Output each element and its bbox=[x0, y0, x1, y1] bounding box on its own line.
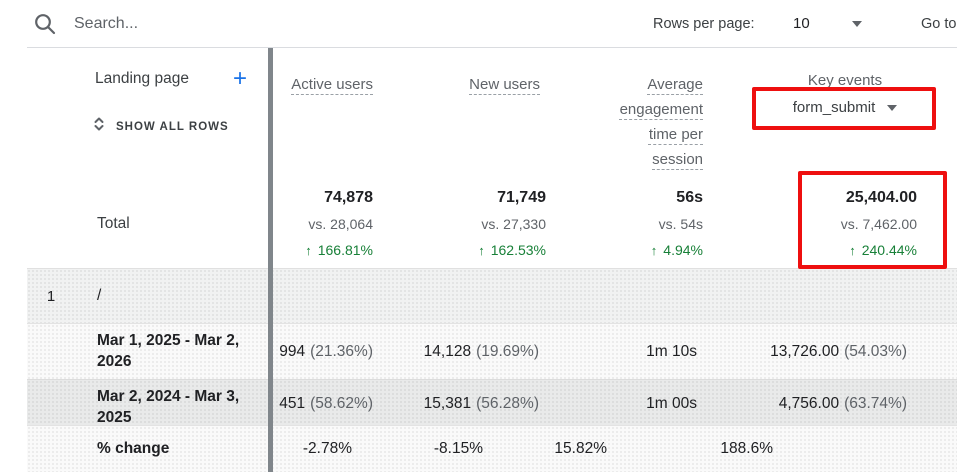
show-all-rows-label: SHOW ALL ROWS bbox=[116, 120, 229, 133]
avg-engagement-value: 1m 10s bbox=[646, 342, 697, 360]
column-header-avg-engagement[interactable]: Average engagement time per session bbox=[619, 76, 703, 168]
key-events-selected-value: form_submit bbox=[792, 99, 876, 116]
avg-engagement-value: 1m 00s bbox=[646, 395, 697, 412]
column-header-key-events: Key events form_submit bbox=[760, 72, 930, 116]
key-events-value: 13,726.00 (54.03%) bbox=[770, 342, 907, 360]
total-label: Total bbox=[97, 215, 130, 232]
total-active-users: 74,878 vs. 28,064 ↑ 166.81% bbox=[305, 188, 373, 258]
toolbar-divider bbox=[27, 47, 957, 48]
percent-change-row: % change -2.78% -8.15% 15.82% 188.6% bbox=[27, 425, 957, 472]
comparison-row-current: Mar 1, 2025 - Mar 2, 2026 994 (21.36%) 1… bbox=[27, 323, 957, 379]
row-index: 1 bbox=[46, 287, 56, 305]
rows-per-page-chevron-down-icon[interactable] bbox=[852, 21, 862, 27]
table-header: Landing page + SHOW ALL ROWS Active user… bbox=[27, 48, 957, 180]
column-header-new-users[interactable]: New users bbox=[469, 76, 540, 93]
comparison-row-previous: Mar 2, 2024 - Mar 3, 2025 451 (58.62%) 1… bbox=[27, 379, 957, 426]
new-users-value: 14,128 (19.69%) bbox=[423, 342, 539, 360]
table-toolbar: Rows per page: 10 Go to bbox=[0, 0, 957, 48]
key-events-selector[interactable]: form_submit bbox=[793, 99, 898, 116]
go-to-page-label[interactable]: Go to bbox=[921, 16, 957, 32]
date-range-label: Mar 2, 2024 - Mar 3, 2025 bbox=[97, 388, 240, 426]
search-input[interactable] bbox=[72, 0, 392, 48]
unfold-more-icon bbox=[91, 116, 107, 137]
chevron-down-icon bbox=[887, 104, 898, 111]
column-header-active-users[interactable]: Active users bbox=[291, 76, 373, 93]
column-resize-divider[interactable] bbox=[268, 48, 273, 472]
avg-engagement-percent-change: 15.82% bbox=[554, 440, 607, 457]
add-dimension-icon[interactable]: + bbox=[232, 65, 247, 92]
percent-change-label: % change bbox=[97, 440, 170, 457]
key-events-title: Key events bbox=[807, 72, 883, 89]
up-arrow-icon: ↑ bbox=[305, 242, 312, 258]
up-arrow-icon: ↑ bbox=[478, 242, 485, 258]
total-key-events: 25,404.00 vs. 7,462.00 ↑ 240.44% bbox=[840, 188, 917, 258]
search-icon bbox=[32, 11, 58, 37]
rows-per-page-label: Rows per page: bbox=[653, 16, 755, 32]
new-users-value: 15,381 (56.28%) bbox=[423, 395, 539, 412]
table-row-landing-page: 1 / bbox=[27, 268, 957, 323]
up-arrow-icon: ↑ bbox=[650, 242, 658, 258]
show-all-rows-button[interactable]: SHOW ALL ROWS bbox=[91, 116, 229, 137]
active-users-value: 994 (21.36%) bbox=[279, 342, 373, 360]
key-events-value: 4,756.00 (63.74%) bbox=[778, 395, 907, 412]
rows-per-page-value[interactable]: 10 bbox=[793, 15, 810, 32]
dimension-header: Landing page + bbox=[95, 65, 247, 92]
date-range-label: Mar 1, 2025 - Mar 2, 2026 bbox=[97, 332, 240, 370]
active-users-percent-change: -2.78% bbox=[302, 440, 352, 457]
totals-row: Total 74,878 vs. 28,064 ↑ 166.81% 71,749 … bbox=[27, 180, 957, 268]
active-users-value: 451 (58.62%) bbox=[279, 395, 373, 412]
dimension-title[interactable]: Landing page bbox=[95, 70, 189, 87]
landing-page-value: / bbox=[97, 287, 102, 304]
total-avg-engagement: 56s vs. 54s ↑ 4.94% bbox=[650, 188, 703, 258]
up-arrow-icon: ↑ bbox=[849, 242, 856, 258]
new-users-percent-change: -8.15% bbox=[433, 440, 483, 457]
key-events-percent-change: 188.6% bbox=[720, 440, 773, 457]
total-new-users: 71,749 vs. 27,330 ↑ 162.53% bbox=[478, 188, 546, 258]
